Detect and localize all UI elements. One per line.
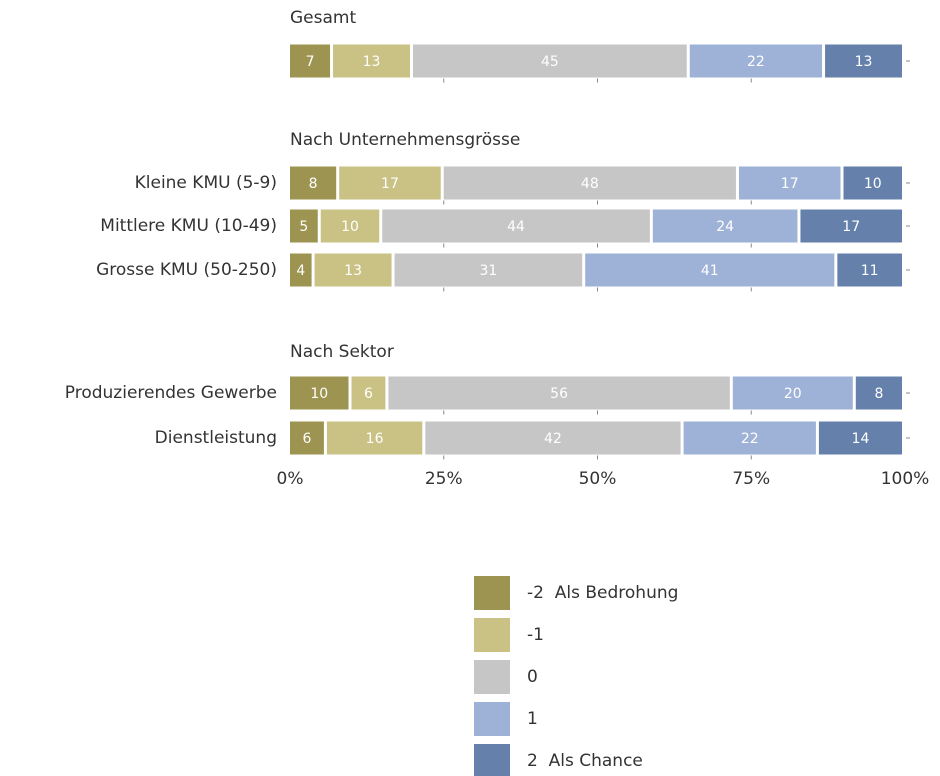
x-tick-label: 75% [732,469,770,489]
bar-segment [320,209,380,243]
value-label: 16 [366,431,384,447]
value-label: 10 [341,219,359,235]
bar-segment [351,376,386,410]
bar-segment [800,209,902,243]
bar-segment [326,421,423,455]
bar-segment [388,376,730,410]
bar-segment [443,166,736,200]
value-label: 42 [544,431,562,447]
value-label: 22 [741,431,759,447]
value-label: 7 [306,54,315,70]
value-label: 22 [747,54,765,70]
legend-swatch [474,618,510,652]
value-label: 41 [701,263,719,279]
value-label: 17 [381,176,399,192]
value-label: 13 [855,54,873,70]
value-label: 6 [364,386,373,402]
bar-segment [732,376,853,410]
value-label: 56 [550,386,568,402]
legend-swatch [474,702,510,736]
legend-label: -2 Als Bedrohung [527,583,678,603]
x-tick-label: 0% [277,469,304,489]
value-label: 14 [852,431,870,447]
bar-segment [290,376,349,410]
bar-segment [413,44,687,78]
bar-segment [683,421,816,455]
x-tick-label: 50% [579,469,617,489]
value-label: 13 [363,54,381,70]
value-label: 31 [479,263,497,279]
bar-segment [382,209,650,243]
category-label: Dienstleistung [155,428,277,448]
group-title: Nach Unternehmensgrösse [290,130,520,150]
bar-segment [855,376,902,410]
legend-swatch [474,576,510,610]
bar-segment [290,253,312,287]
category-label: Grosse KMU (50-250) [96,260,277,280]
group-title: Gesamt [290,8,356,28]
bar-segment [339,166,441,200]
bar-segment [585,253,835,287]
bar-segment [314,253,392,287]
bar-segment [652,209,798,243]
legend-swatch [474,660,510,694]
value-label: 13 [344,263,362,279]
bar-segment [290,166,337,200]
bar-segment [825,44,902,78]
legend-label: 0 [527,667,538,687]
legend-label: 2 Als Chance [527,751,643,771]
legend-label: 1 [527,709,538,729]
category-label: Kleine KMU (5-9) [135,173,277,193]
value-label: 45 [541,54,559,70]
x-tick-label: 100% [881,469,930,489]
value-label: 8 [874,386,883,402]
group-title: Nach Sektor [290,342,394,362]
x-tick-label: 25% [425,469,463,489]
value-label: 20 [784,386,802,402]
value-label: 44 [507,219,525,235]
value-label: 8 [309,176,318,192]
bar-segment [837,253,902,287]
bar-segment [394,253,583,287]
value-label: 10 [864,176,882,192]
value-label: 24 [716,219,734,235]
legend-swatch [474,744,510,776]
bar-segment [290,44,331,78]
value-label: 48 [581,176,599,192]
value-label: 11 [861,263,879,279]
value-label: 5 [299,219,308,235]
bar-segment [290,209,318,243]
bar-segment [818,421,902,455]
category-label: Mittlere KMU (10-49) [100,216,277,236]
value-label: 6 [302,431,311,447]
bar-segment [689,44,823,78]
legend-label: -1 [527,625,544,645]
bar-segment [425,421,681,455]
bar-segment [738,166,841,200]
bar-segment [290,421,324,455]
value-label: 4 [296,263,305,279]
bar-segment [333,44,410,78]
category-label: Produzierendes Gewerbe [65,383,277,403]
value-label: 17 [781,176,799,192]
bar-segment [843,166,902,200]
value-label: 17 [842,219,860,235]
value-label: 10 [310,386,328,402]
